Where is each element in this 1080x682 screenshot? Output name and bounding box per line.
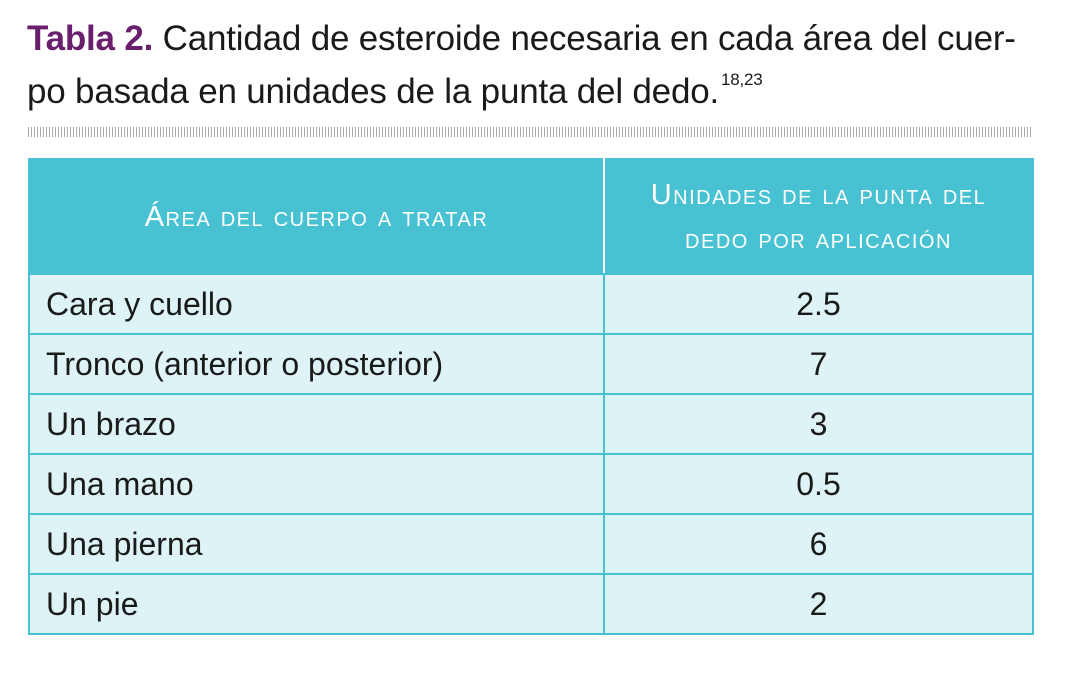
steroid-dosage-table: Área del cuerpo a tratar Unidades de la … [28, 158, 1034, 635]
header-fingertip-units: Unidades de la punta del dedo por aplica… [603, 158, 1034, 275]
table-header-row: Área del cuerpo a tratar Unidades de la … [28, 158, 1034, 275]
cell-area: Una mano [28, 453, 605, 515]
cell-units: 0.5 [603, 453, 1034, 515]
cell-area: Cara y cuello [28, 273, 605, 335]
caption-references: 18,23 [721, 70, 763, 89]
table-row: Un pie 2 [28, 573, 1034, 635]
caption-label: Tabla 2. [27, 19, 154, 58]
cell-units: 2.5 [603, 273, 1034, 335]
header-body-area: Área del cuerpo a tratar [28, 158, 605, 275]
table-row: Un brazo 3 [28, 393, 1034, 455]
cell-units: 3 [603, 393, 1034, 455]
cell-units: 2 [603, 573, 1034, 635]
cell-area: Un pie [28, 573, 605, 635]
table-row: Tronco (anterior o posterior) 7 [28, 333, 1034, 395]
table-caption: Tabla 2. Cantidad de esteroide necesaria… [27, 12, 1047, 124]
cell-units: 7 [603, 333, 1034, 395]
table-row: Una mano 0.5 [28, 453, 1034, 515]
table-row: Cara y cuello 2.5 [28, 273, 1034, 335]
table-row: Una pierna 6 [28, 513, 1034, 575]
cell-units: 6 [603, 513, 1034, 575]
dotted-divider [28, 127, 1032, 137]
cell-area: Tronco (anterior o posterior) [28, 333, 605, 395]
cell-area: Una pierna [28, 513, 605, 575]
cell-area: Un brazo [28, 393, 605, 455]
caption-text: Cantidad de esteroide necesaria en cada … [27, 19, 1016, 111]
